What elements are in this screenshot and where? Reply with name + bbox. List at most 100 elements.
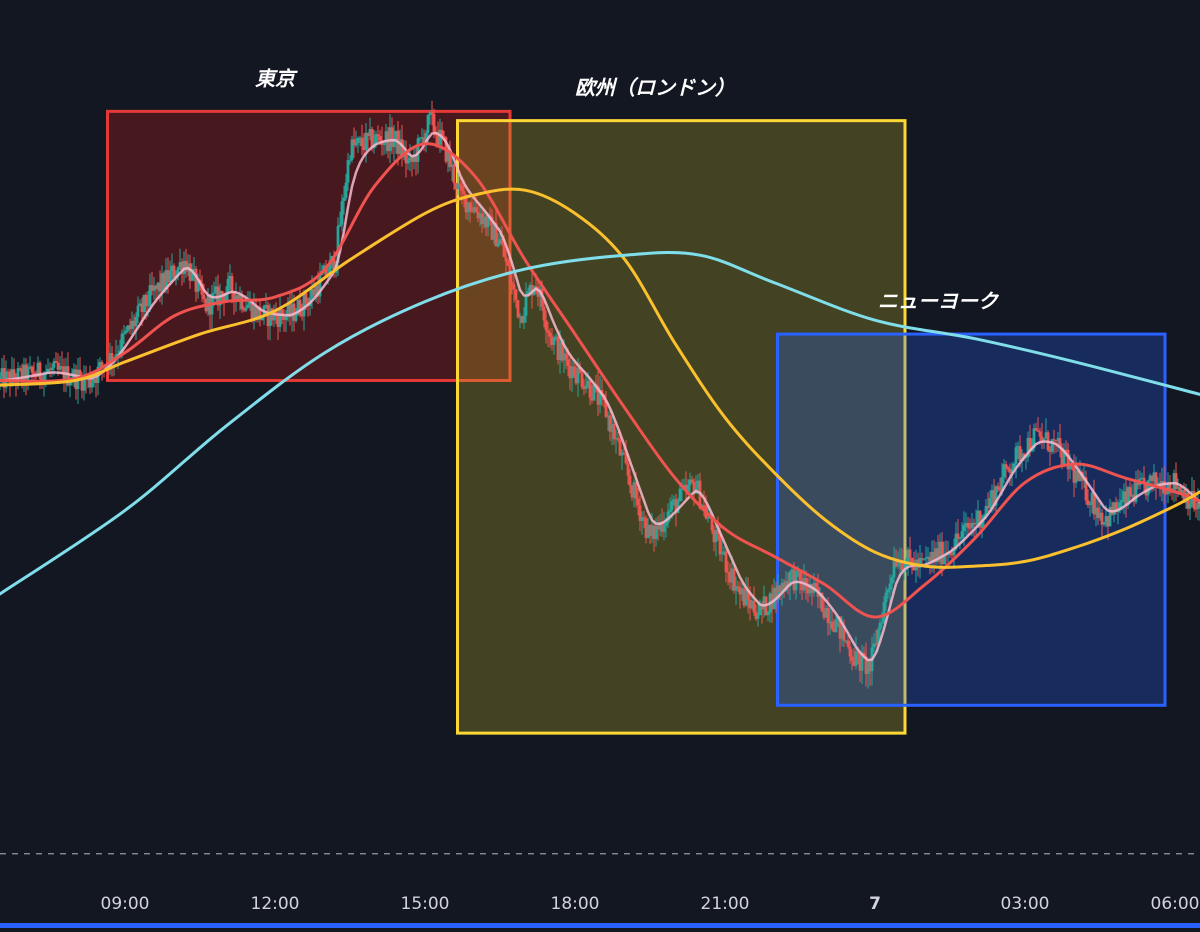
candle-body bbox=[634, 482, 638, 499]
candle-body bbox=[644, 518, 648, 538]
candle-body bbox=[968, 527, 972, 529]
candle-body bbox=[1134, 480, 1138, 502]
candle-body bbox=[194, 268, 198, 292]
candle-body bbox=[232, 292, 236, 303]
candle-body bbox=[1036, 430, 1040, 432]
candle-body bbox=[416, 138, 420, 162]
candle-body bbox=[410, 157, 414, 162]
candle-body bbox=[6, 371, 10, 373]
candle-body bbox=[890, 577, 894, 584]
candle-body bbox=[1184, 492, 1188, 503]
candle-body bbox=[814, 583, 818, 588]
candle-body bbox=[1126, 487, 1130, 506]
candle-body bbox=[578, 367, 582, 374]
candle-body bbox=[138, 303, 142, 306]
candle-body bbox=[1108, 506, 1112, 527]
candle-body bbox=[16, 368, 20, 383]
candle-body bbox=[664, 523, 668, 526]
candle-body bbox=[1026, 437, 1030, 457]
candle-body bbox=[470, 210, 474, 212]
candle-body bbox=[640, 517, 644, 521]
candle-body bbox=[1188, 504, 1192, 509]
candle-body bbox=[404, 150, 408, 164]
candle-body bbox=[956, 533, 960, 539]
candle-body bbox=[528, 285, 532, 292]
candle-body bbox=[934, 548, 938, 563]
candle-body bbox=[156, 282, 160, 290]
candle-body bbox=[126, 325, 130, 331]
candle-body bbox=[480, 213, 484, 225]
candle-body bbox=[94, 379, 98, 383]
candle-body bbox=[568, 365, 572, 379]
candle-body bbox=[1062, 449, 1066, 465]
candle-body bbox=[498, 239, 502, 243]
candle-body bbox=[22, 364, 26, 381]
candle-body bbox=[932, 551, 936, 563]
candle-body bbox=[134, 317, 138, 327]
candle-body bbox=[376, 134, 380, 137]
candle-body bbox=[474, 207, 478, 213]
candle-body bbox=[636, 498, 640, 506]
candle-body bbox=[250, 301, 254, 320]
candle-body bbox=[26, 367, 30, 383]
candle-body bbox=[656, 525, 660, 530]
candle-body bbox=[624, 453, 628, 464]
candle-body bbox=[268, 308, 272, 327]
candle-body bbox=[146, 305, 150, 307]
candle-body bbox=[752, 600, 756, 613]
candle-body bbox=[788, 571, 792, 587]
candle-body bbox=[966, 523, 970, 528]
candle-body bbox=[858, 652, 862, 671]
candle-body bbox=[760, 604, 764, 610]
candle-body bbox=[954, 533, 958, 550]
candle-body bbox=[672, 499, 676, 502]
candle-body bbox=[570, 366, 574, 379]
candle-body bbox=[642, 517, 646, 519]
candle-body bbox=[496, 242, 500, 247]
candle-body bbox=[892, 561, 896, 578]
candle-body bbox=[462, 191, 466, 195]
candle-body bbox=[502, 244, 506, 257]
candle-body bbox=[184, 260, 188, 272]
candle-body bbox=[1068, 463, 1072, 470]
candle-body bbox=[820, 592, 824, 612]
candle-body bbox=[154, 285, 158, 290]
candle-body bbox=[238, 294, 242, 301]
candle-body bbox=[1076, 470, 1080, 481]
candle-body bbox=[970, 522, 974, 528]
candle-body bbox=[626, 463, 630, 476]
candle-body bbox=[848, 646, 852, 657]
candle-body bbox=[776, 585, 780, 599]
candle-body bbox=[478, 213, 482, 219]
candle-body bbox=[1004, 464, 1008, 468]
candle-body bbox=[140, 303, 144, 313]
candle-body bbox=[868, 661, 872, 672]
candle-body bbox=[1114, 502, 1118, 513]
x-tick-label-0: 09:00 bbox=[101, 894, 150, 914]
candle-body bbox=[1028, 437, 1032, 451]
candle-body bbox=[1092, 492, 1096, 515]
candle-body bbox=[504, 256, 508, 262]
candle-body bbox=[240, 294, 244, 309]
candle-body bbox=[738, 587, 742, 595]
candle-body bbox=[560, 342, 564, 361]
candle-body bbox=[1150, 475, 1154, 482]
candle-body bbox=[352, 139, 356, 146]
candle-body bbox=[466, 202, 470, 213]
candle-body bbox=[506, 261, 510, 266]
candle-body bbox=[358, 137, 362, 139]
candle-body bbox=[432, 113, 436, 133]
session-label-0: 東京 bbox=[255, 66, 298, 90]
candle-body bbox=[546, 330, 550, 333]
candle-body bbox=[378, 136, 382, 141]
candle-body bbox=[628, 475, 632, 486]
candle-body bbox=[202, 294, 206, 300]
candle-body bbox=[60, 366, 64, 368]
candle-body bbox=[750, 600, 754, 609]
candle-body bbox=[1124, 491, 1128, 506]
candle-body bbox=[874, 643, 878, 645]
candle-body bbox=[652, 525, 656, 539]
moving-average-line-0 bbox=[0, 142, 1200, 619]
candle-body bbox=[338, 224, 342, 227]
candle-body bbox=[1038, 431, 1042, 437]
